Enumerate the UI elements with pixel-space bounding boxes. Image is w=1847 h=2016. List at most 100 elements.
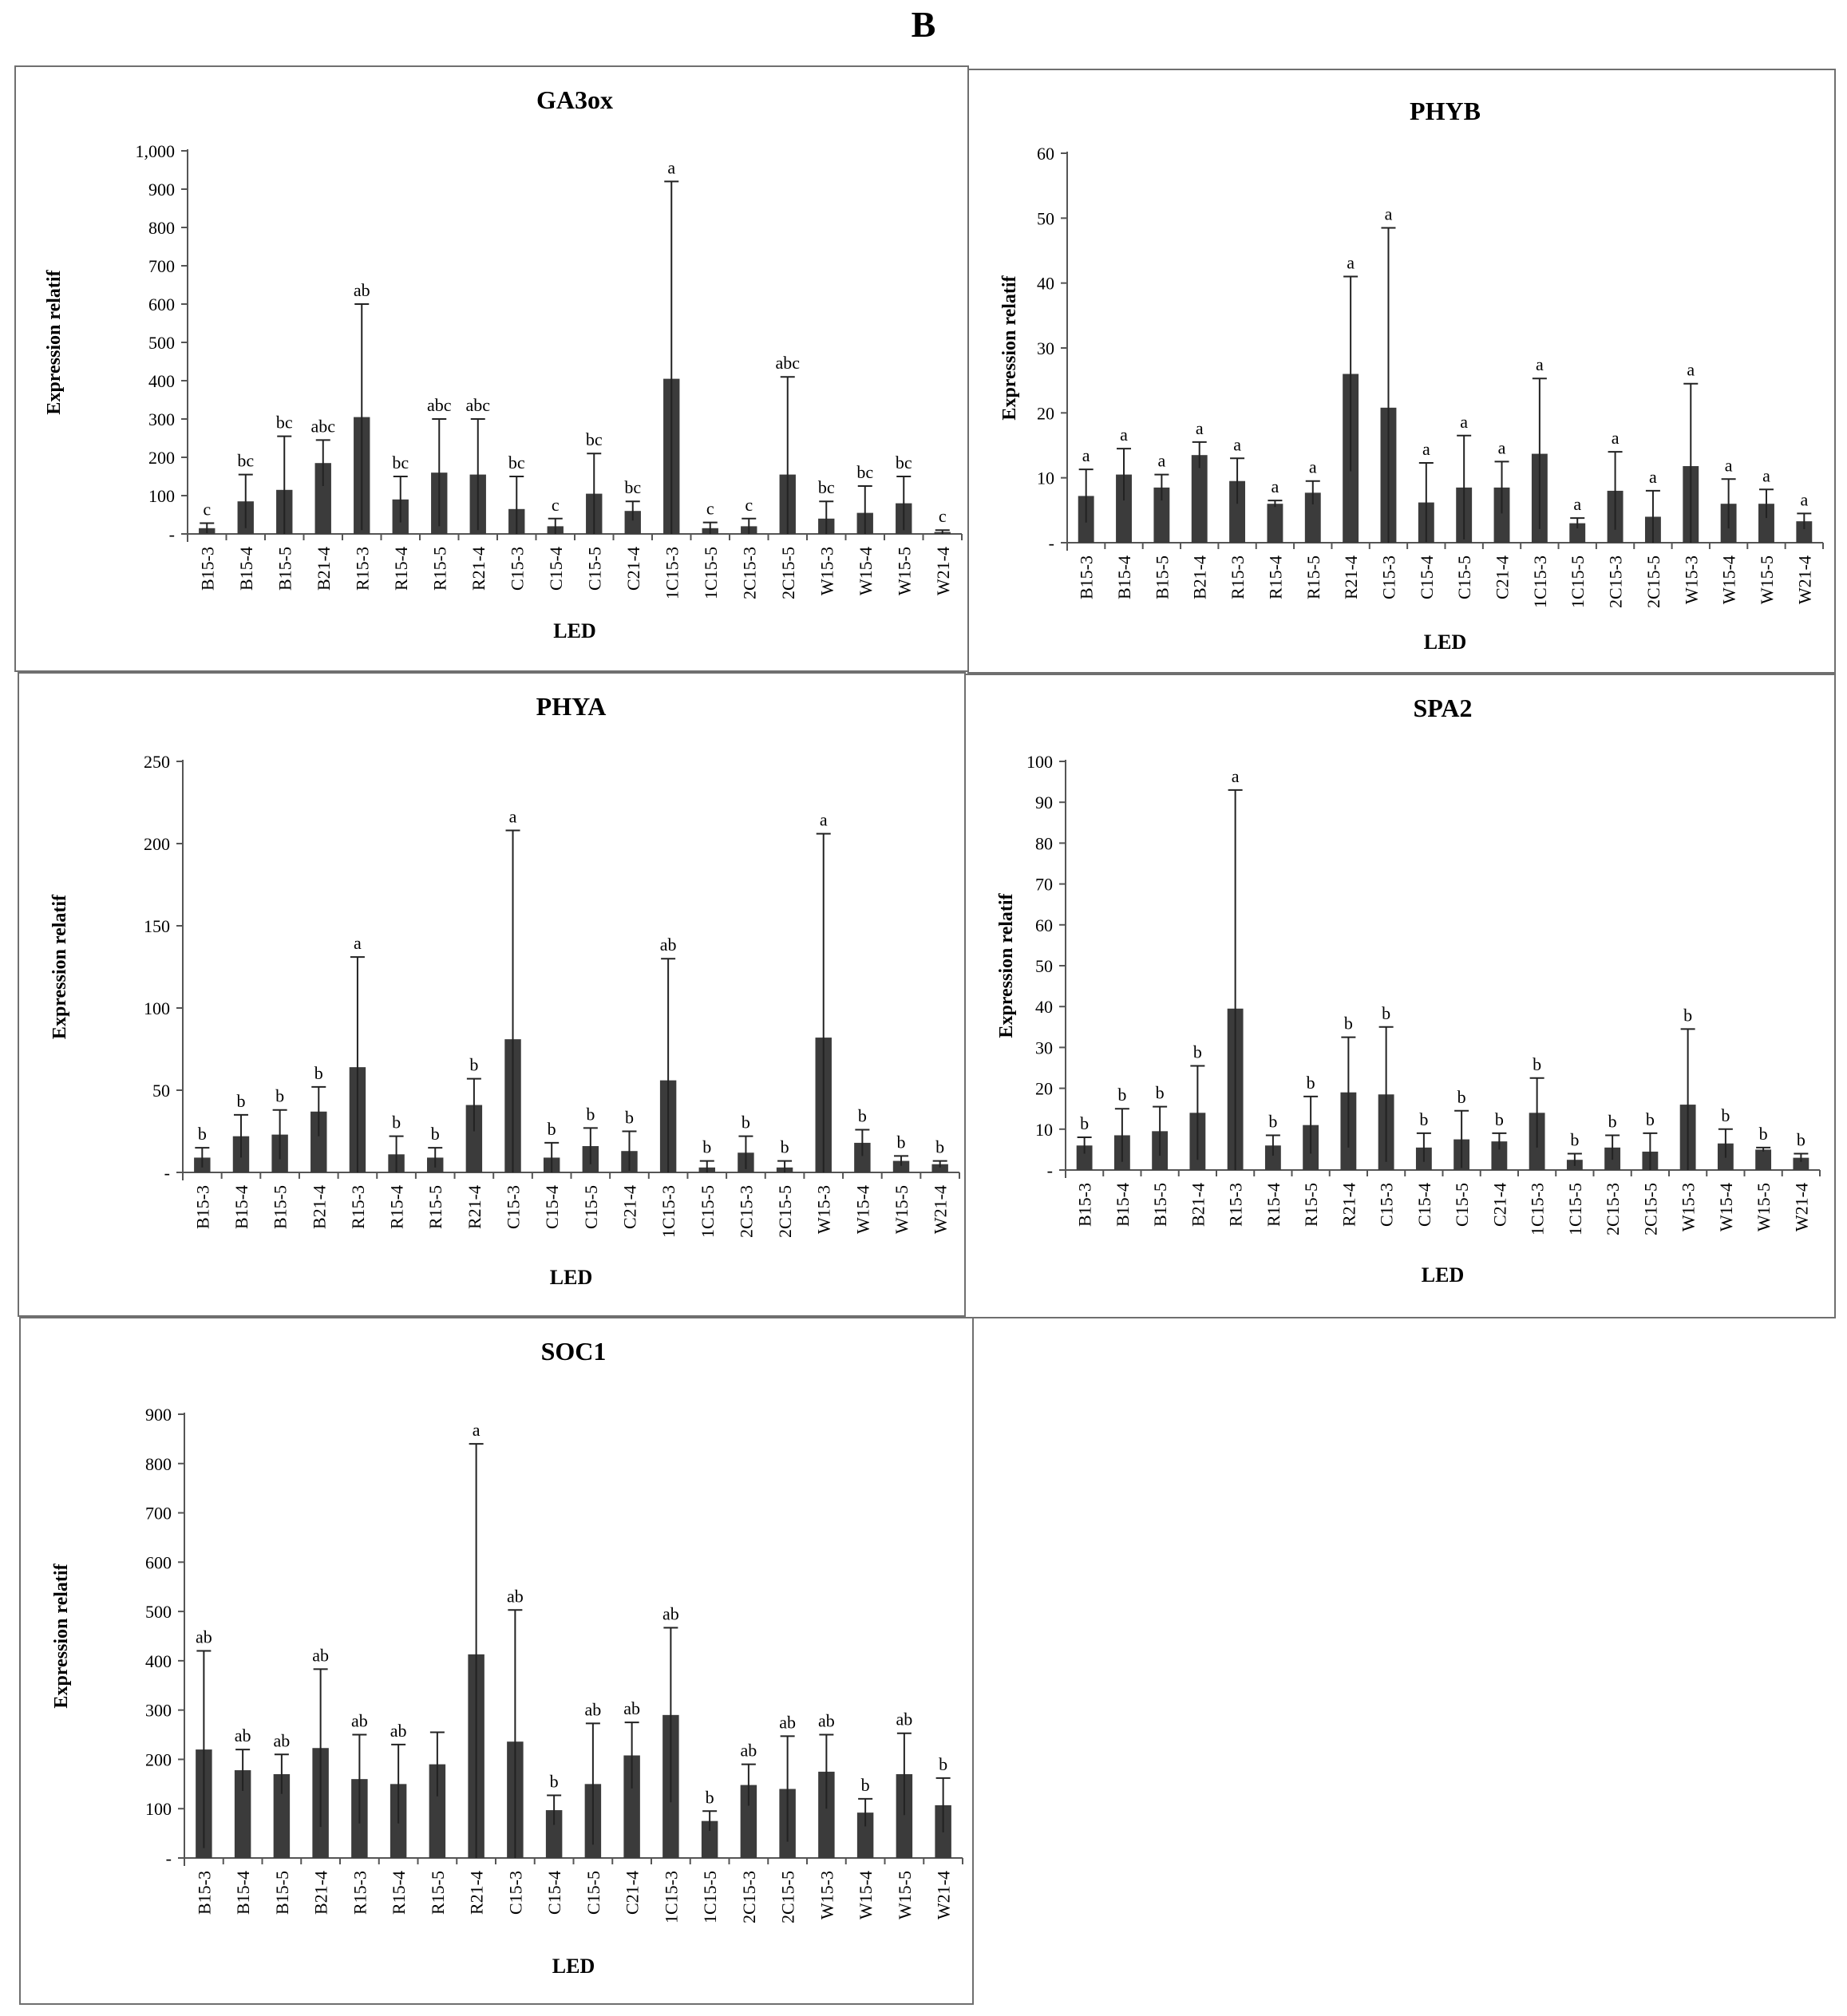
significance-label: b [392,1113,401,1133]
chart-panel-phyb: PHYB Expression relatif LED - 10 20 30 40 50 60 a B… [967,69,1836,674]
significance-label: a [1309,457,1317,477]
bar [1491,1141,1508,1170]
significance-label: b [548,1119,556,1139]
y-tick-label: 50 [1037,208,1054,228]
x-tick-label: C15-5 [581,1185,601,1229]
significance-label: ab [354,280,370,300]
bar [856,1812,874,1858]
significance-label: a [1498,437,1506,457]
x-tick-label: 2C15-5 [1640,1183,1660,1235]
significance-label: a [1272,476,1279,496]
bar [429,1764,446,1858]
x-tick-label: B15-4 [231,1185,251,1229]
y-tick-label: 50 [152,1081,170,1101]
significance-label: b [742,1113,750,1133]
significance-label: bc [896,453,912,472]
x-tick-label: B15-5 [271,1185,291,1229]
y-tick-label: 100 [145,1799,172,1819]
x-tick-label: B15-3 [1075,1183,1095,1227]
y-axis-label: Expression relatif [51,1563,72,1708]
x-tick-label: R21-4 [1341,555,1361,599]
y-axis-label: Expression relatif [999,275,1020,420]
x-tick-label: C15-5 [584,547,604,591]
x-tick-label: W15-5 [894,547,914,595]
x-tick-label: B15-5 [272,1871,292,1915]
x-tick-label: W15-5 [1757,555,1777,604]
chart-title: SPA2 [1413,694,1472,722]
chart-title: PHYB [1410,97,1481,125]
y-tick-label: 800 [145,1454,172,1474]
significance-label: b [1080,1113,1089,1133]
significance-label: b [935,1137,944,1157]
x-tick-label: 2C15-3 [1603,1183,1623,1235]
significance-label: a [1385,204,1393,224]
significance-label: a [667,157,675,177]
chart-panel-spa2: SPA2 Expression relatif LED - 10 20 30 40 50 60 70… [964,674,1836,1318]
x-tick-label: 2C15-5 [775,1185,795,1238]
x-tick-label: B15-4 [1113,1183,1133,1227]
significance-label: a [1120,425,1128,445]
x-tick-label: W15-5 [1754,1183,1774,1231]
significance-label: b [625,1108,634,1128]
y-tick-label: 60 [1035,915,1053,935]
x-tick-label: B21-4 [311,1871,331,1915]
y-tick-label: 1,000 [136,141,176,161]
significance-label: a [509,807,517,827]
significance-label: b [702,1137,711,1157]
bar [896,1773,913,1858]
x-axis-label: LED [1424,630,1466,654]
significance-label: ab [896,1710,912,1729]
y-tick-label: 500 [148,333,175,353]
bar [310,1111,327,1172]
bar [1569,523,1586,543]
x-tick-label: W15-4 [856,1871,876,1919]
figure-label: B [911,4,936,45]
significance-label: a [473,1420,481,1440]
y-tick-label: 400 [148,371,175,391]
x-tick-label: B15-4 [1114,555,1134,599]
significance-label: bc [586,429,603,449]
bar [314,463,331,534]
significance-label: bc [624,477,641,497]
x-tick-label: R15-3 [352,547,372,591]
x-tick-label: B15-5 [275,547,295,591]
y-axis-label: Expression relatif [49,894,70,1039]
x-tick-label: C15-4 [1414,1183,1434,1227]
x-tick-label: B21-4 [309,1185,329,1229]
significance-label: a [1233,434,1241,454]
y-tick-label: 900 [145,1405,172,1425]
y-tick-label: 80 [1035,833,1053,853]
y-tick-label: 250 [144,752,170,772]
x-tick-label: 1C15-5 [1568,555,1588,608]
x-tick-label: W21-4 [934,1871,954,1919]
y-tick-label: 40 [1035,997,1053,1017]
x-tick-label: C15-4 [544,1871,564,1915]
y-tick-label: 50 [1035,956,1053,976]
chart-panel-ga3ox: GA3ox Expression relatif LED - 100 200 300 400 5… [14,65,969,672]
x-tick-label: C21-4 [1493,555,1513,599]
x-tick-label: W15-3 [1681,555,1701,604]
y-tick-label: 200 [144,834,170,854]
bar [273,1773,291,1858]
significance-label: ab [660,935,677,955]
significance-label: bc [392,453,409,472]
significance-label: b [939,1754,947,1774]
y-tick-label: 90 [1035,793,1053,812]
significance-label: c [552,495,560,515]
x-tick-label: R15-3 [350,1871,370,1915]
y-tick-label: 60 [1037,144,1054,164]
significance-label: b [1193,1042,1202,1061]
bar [624,511,641,534]
x-tick-label: W21-4 [931,1185,951,1234]
bar [818,1771,835,1858]
bar [701,1820,718,1858]
y-tick-label: 20 [1035,1079,1053,1099]
x-tick-label: B15-5 [1152,555,1172,599]
y-tick-label: 900 [148,180,175,200]
significance-label: b [1307,1073,1315,1093]
significance-label: b [858,1105,867,1125]
chart-svg: SOC1 Expression relatif LED - 100 200 300 400 50… [51,1337,963,1978]
x-tick-label: C21-4 [619,1185,639,1229]
significance-label: b [550,1772,559,1792]
x-tick-label: B15-3 [1077,555,1097,599]
